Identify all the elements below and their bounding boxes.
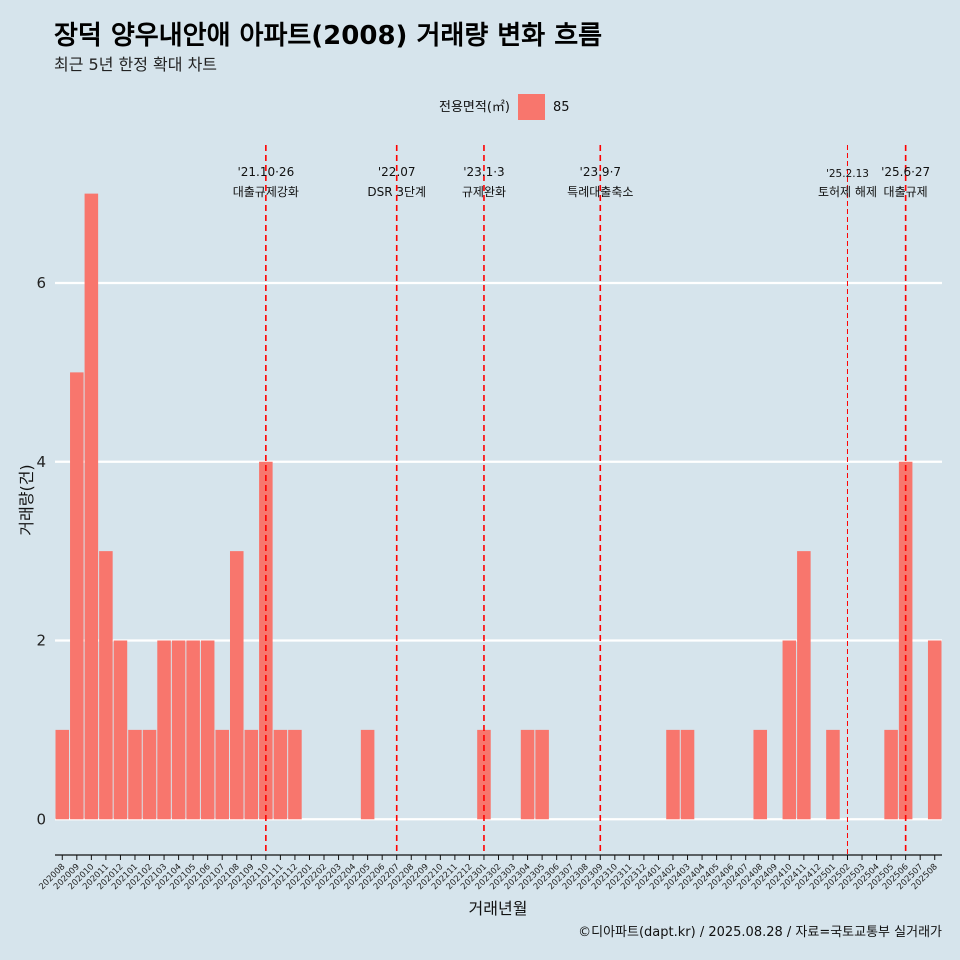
bar — [520, 729, 535, 820]
y-axis: 0 2 4 6 — [36, 274, 46, 828]
bar — [171, 640, 186, 820]
bar — [797, 551, 811, 820]
y-tick-label: 0 — [36, 810, 46, 828]
bar — [244, 729, 259, 820]
bar — [142, 729, 157, 820]
event-date: '22.07 — [378, 165, 416, 179]
y-axis-title: 거래량(건) — [17, 464, 36, 535]
bar — [360, 729, 375, 820]
bar — [186, 640, 200, 820]
event-date: '23.1·3 — [463, 165, 504, 179]
bar — [927, 640, 942, 820]
chart-subtitle: 최근 5년 한정 확대 차트 — [54, 55, 217, 74]
bar — [128, 729, 142, 820]
event-label: 특례대출축소 — [567, 185, 633, 199]
bar — [113, 640, 128, 820]
bar — [884, 729, 898, 820]
chart-title: 장덕 양우내안애 아파트(2008) 거래량 변화 흐름 — [54, 21, 602, 51]
caption: ©디아파트(dapt.kr) / 2025.08.28 / 자료=국토교통부 실… — [578, 925, 942, 940]
bar — [200, 640, 215, 820]
legend-swatch — [518, 94, 545, 120]
event-date: '21.10·26 — [237, 165, 294, 179]
bar — [99, 551, 113, 820]
bars — [55, 193, 942, 820]
bar — [535, 729, 549, 820]
event-label: 대출규제강화 — [233, 185, 299, 199]
event-label: 대출규제 — [884, 185, 928, 199]
event-date: '25.2.13 — [826, 168, 869, 180]
bar — [753, 729, 768, 820]
bar — [826, 729, 840, 820]
bar — [666, 729, 680, 820]
event-date: '23.9·7 — [580, 165, 621, 179]
legend-item-label: 85 — [553, 100, 570, 115]
bar — [680, 729, 695, 820]
event-label: 토허제 해제 — [818, 185, 877, 199]
bar — [157, 640, 171, 820]
bar — [55, 729, 70, 820]
y-tick-label: 4 — [36, 453, 46, 471]
bar — [229, 551, 244, 820]
bar — [288, 729, 302, 820]
bar — [477, 729, 491, 820]
x-axis: 2020082020092020102020112020122021012021… — [37, 854, 942, 892]
bar — [782, 640, 797, 820]
bar — [70, 372, 84, 820]
bar — [84, 193, 99, 820]
legend-title: 전용면적(㎡) — [439, 100, 510, 115]
y-tick-label: 6 — [36, 274, 46, 292]
bar — [215, 729, 229, 820]
bar — [273, 729, 288, 820]
event-annotations: '21.10·26 대출규제강화 '22.07 DSR 3단계 '23.1·3 규제완화 '… — [233, 145, 930, 855]
x-axis-title: 거래년월 — [469, 899, 528, 918]
legend: 전용면적(㎡) 85 — [439, 94, 570, 120]
event-label: DSR 3단계 — [367, 185, 426, 199]
event-date: '25.6·27 — [881, 165, 930, 179]
event-label: 규제완화 — [462, 185, 506, 199]
y-tick-label: 2 — [36, 632, 46, 650]
